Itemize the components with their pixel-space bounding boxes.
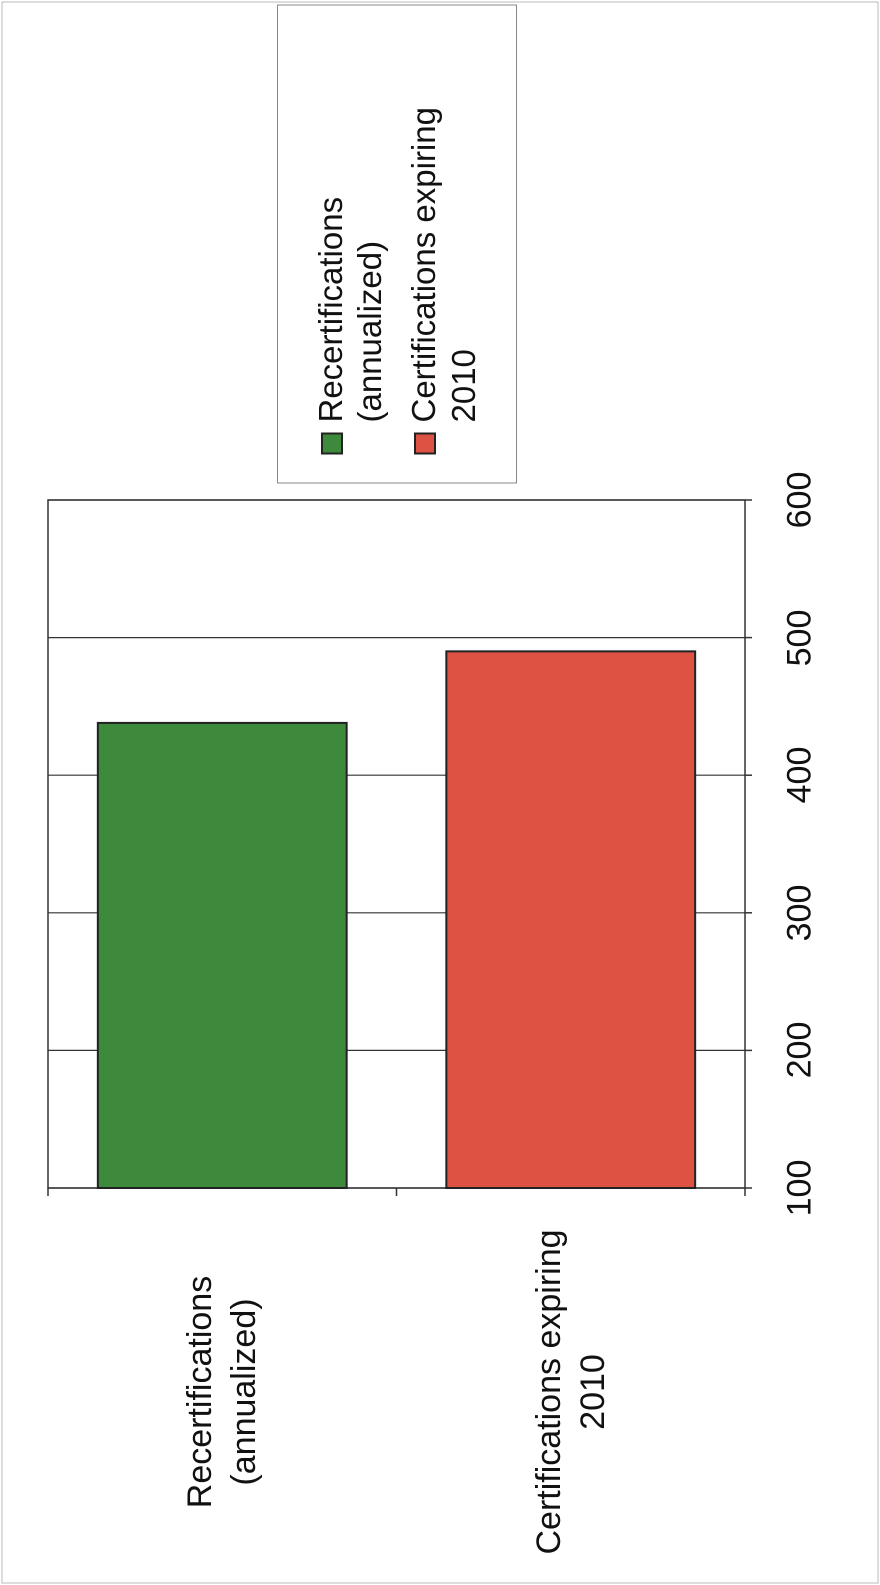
y-tick-label: 400 — [780, 746, 819, 804]
y-tick-label: 600 — [780, 471, 819, 529]
bar — [445, 650, 697, 1189]
legend-swatch — [320, 432, 343, 455]
y-tick-label: 100 — [780, 1159, 819, 1217]
y-tick-label: 500 — [780, 609, 819, 666]
legend-label: Certifications expiring 2010 — [405, 107, 482, 423]
legend: Recertifications (annualized) Certificati… — [277, 4, 517, 484]
legend-swatch — [414, 432, 436, 455]
y-tick-label: 300 — [780, 884, 819, 942]
legend-entry: Recertifications (annualized) — [311, 6, 390, 455]
x-tick-label: Certifications expiring 2010 — [529, 1229, 612, 1555]
y-tick-label: 200 — [780, 1022, 819, 1079]
legend-entry: Certifications expiring 2010 — [404, 6, 483, 455]
x-tick-label: Recertifications (annualized) — [181, 1275, 264, 1509]
bar — [96, 721, 348, 1189]
legend-label: Recertifications (annualized) — [311, 196, 389, 423]
